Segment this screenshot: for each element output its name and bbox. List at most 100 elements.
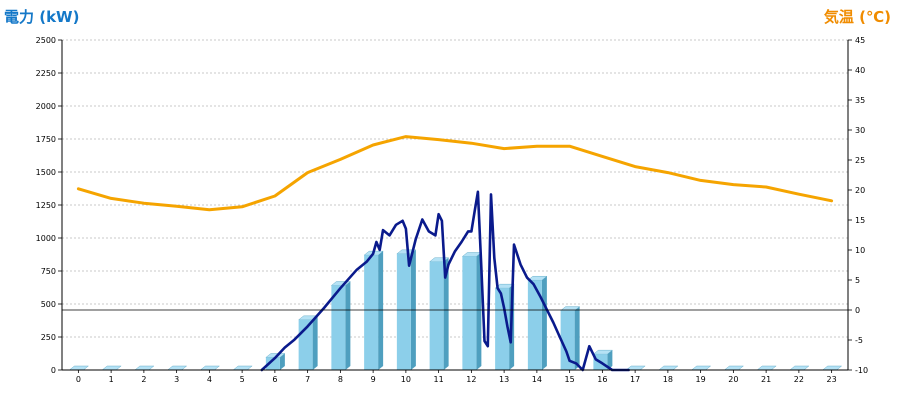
x-tick-label: 12: [466, 375, 476, 384]
lines: [76, 135, 834, 372]
bar: [429, 257, 450, 370]
bar: [167, 365, 188, 371]
left-tick-label: 2500: [36, 36, 56, 45]
bar-side: [476, 252, 482, 370]
bar-top: [101, 365, 122, 371]
bar-front: [396, 253, 411, 370]
x-tick-label: 7: [305, 375, 310, 384]
right-tick-label: 40: [855, 66, 865, 75]
bar: [822, 365, 843, 371]
x-tick-label: 14: [532, 375, 542, 384]
bar-front: [462, 256, 477, 370]
left-tick-label: 1000: [36, 234, 56, 243]
x-tick-label: 21: [761, 375, 771, 384]
bar-front: [527, 280, 542, 370]
bar: [494, 283, 515, 370]
left-tick-label: 2250: [36, 69, 56, 78]
bar-side: [607, 350, 613, 370]
bar-side: [541, 276, 547, 370]
right-tick-label: 5: [855, 276, 860, 285]
grid: [62, 39, 848, 338]
bar-side: [443, 257, 449, 370]
right-tick-label: 45: [855, 36, 865, 45]
right-tick-label: 20: [855, 186, 865, 195]
bar: [691, 365, 712, 371]
left-tick-label: 250: [41, 333, 56, 342]
x-tick-label: 23: [827, 375, 837, 384]
bar: [560, 306, 581, 370]
bar-front: [560, 310, 575, 370]
bar: [68, 365, 89, 371]
left-tick-label: 500: [41, 300, 56, 309]
bar-side: [312, 315, 318, 370]
bar: [232, 365, 253, 371]
left-tick-label: 750: [41, 267, 56, 276]
bar: [756, 365, 777, 371]
x-tick-label: 18: [663, 375, 673, 384]
x-tick-label: 9: [371, 375, 376, 384]
bar-top: [199, 365, 220, 371]
bar-top: [68, 365, 89, 371]
bar: [363, 250, 384, 370]
right-tick-label: -5: [855, 336, 863, 345]
bar: [461, 252, 482, 370]
bar: [723, 365, 744, 371]
x-tick-label: 0: [76, 375, 81, 384]
x-tick-label: 10: [401, 375, 411, 384]
right-tick-label: 0: [855, 306, 860, 315]
left-tick-label: 1500: [36, 168, 56, 177]
bar: [658, 365, 679, 371]
bar-side: [378, 251, 384, 370]
bar-top: [691, 365, 712, 371]
right-tick-label: 30: [855, 126, 865, 135]
bar-front: [331, 285, 346, 370]
bar: [527, 276, 548, 370]
x-tick-label: 20: [728, 375, 738, 384]
bars: [68, 249, 843, 371]
bar: [265, 353, 286, 370]
x-tick-label: 4: [207, 375, 212, 384]
bar: [330, 281, 351, 370]
bar-front: [364, 255, 379, 370]
right-tick-label: -10: [855, 366, 868, 375]
right-tick-label: 25: [855, 156, 865, 165]
bar: [199, 365, 220, 371]
left-axis-title: 電力 (kW): [4, 8, 79, 26]
x-tick-label: 5: [240, 375, 245, 384]
bar-top: [756, 365, 777, 371]
bar: [789, 365, 810, 371]
x-tick-label: 19: [696, 375, 706, 384]
bar: [134, 365, 155, 371]
x-tick-label: 22: [794, 375, 804, 384]
x-tick-label: 13: [499, 375, 509, 384]
bar-top: [167, 365, 188, 371]
right-tick-label: 35: [855, 96, 865, 105]
left-tick-label: 0: [51, 366, 56, 375]
x-tick-label: 17: [630, 375, 640, 384]
bar: [101, 365, 122, 371]
bar-front: [265, 357, 280, 370]
right-axis-title: 気温 (℃): [824, 8, 891, 26]
left-tick-label: 1750: [36, 135, 56, 144]
bar-side: [279, 353, 285, 370]
power-line: [260, 190, 630, 372]
right-tick-label: 10: [855, 246, 865, 255]
axes: 02505007501000125015001750200022502500-1…: [36, 36, 868, 384]
x-tick-label: 1: [109, 375, 114, 384]
x-tick-label: 3: [174, 375, 179, 384]
bar-front: [429, 261, 444, 370]
x-tick-label: 16: [597, 375, 607, 384]
bar-top: [134, 365, 155, 371]
x-tick-label: 15: [565, 375, 575, 384]
bar-side: [345, 281, 351, 370]
bar-top: [822, 365, 843, 371]
bar-front: [495, 288, 510, 370]
x-tick-label: 2: [141, 375, 146, 384]
right-tick-label: 15: [855, 216, 865, 225]
bar-top: [723, 365, 744, 371]
x-tick-label: 8: [338, 375, 343, 384]
left-tick-label: 1250: [36, 201, 56, 210]
left-tick-label: 2000: [36, 102, 56, 111]
bar-top: [232, 365, 253, 371]
